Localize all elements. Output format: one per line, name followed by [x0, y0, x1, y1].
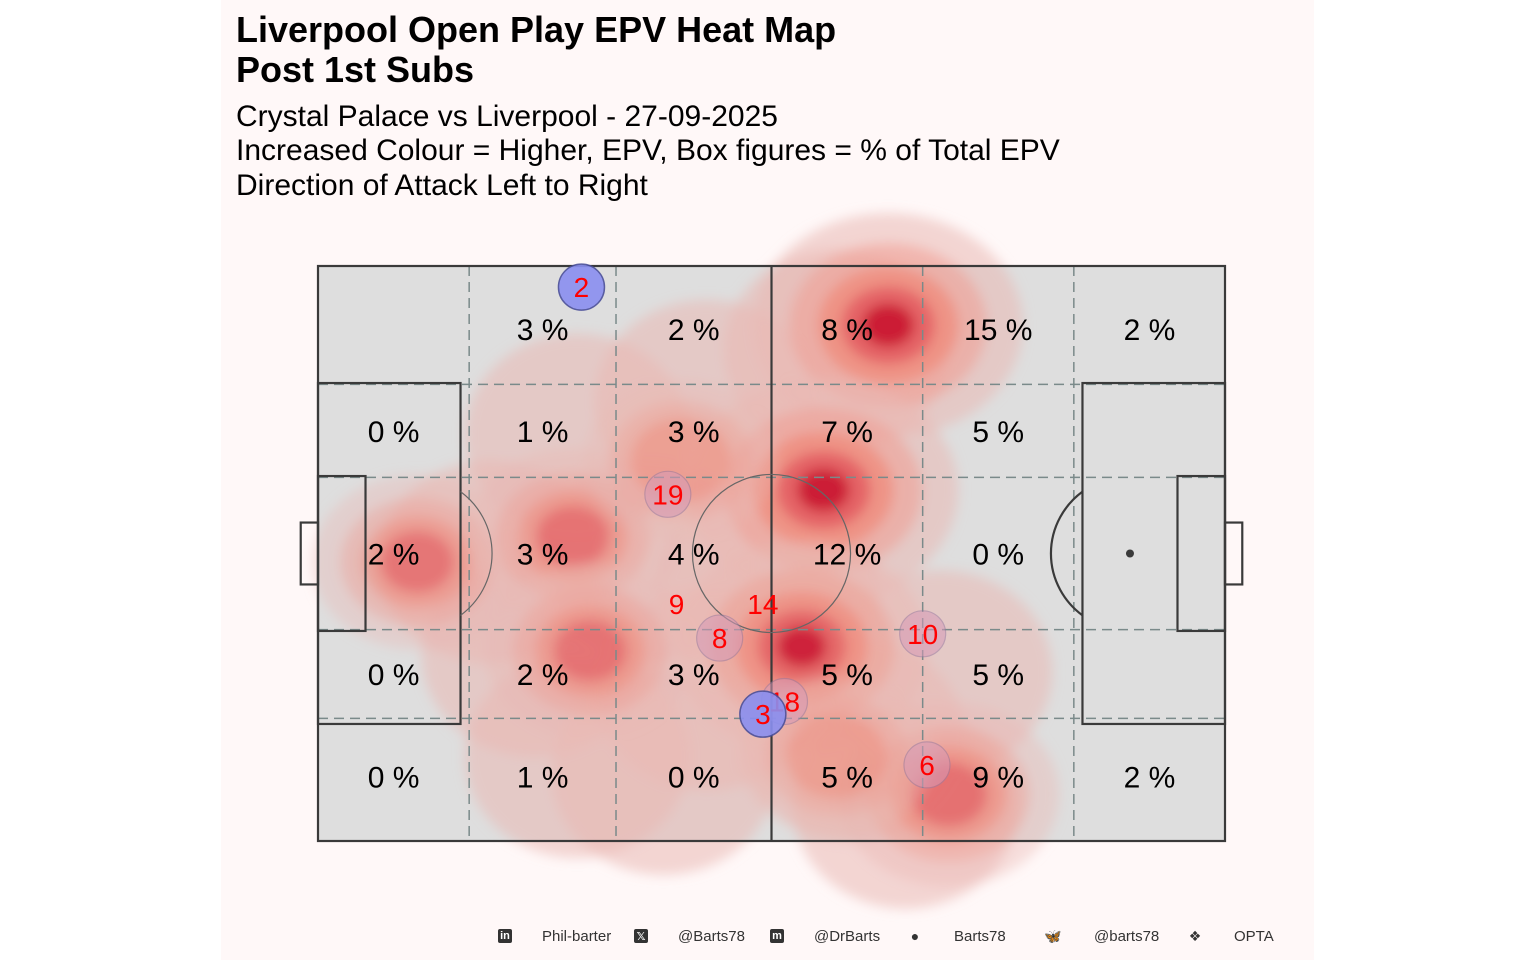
pitch-markings [299, 264, 1244, 843]
linkedin-icon: in [498, 929, 512, 943]
player-number-label: 3 [755, 699, 771, 730]
heat-contour [797, 468, 850, 512]
zone-percent-label: 1 % [517, 762, 569, 795]
zone-percent-label: 5 % [972, 416, 1024, 449]
zone-percent-label: 2 % [1124, 762, 1176, 795]
github-icon: ● [910, 928, 920, 944]
chart-title-line-1: Liverpool Open Play EPV Heat Map [236, 9, 837, 50]
x-icon: 𝕏 [634, 929, 648, 943]
footer-source-label: OPTA [1234, 927, 1274, 945]
footer-github-handle: Barts78 [954, 927, 1006, 945]
zone-percent-label: 5 % [821, 762, 873, 795]
heat-contour [777, 626, 827, 667]
heat-contour [553, 620, 627, 682]
heat-contour [380, 531, 454, 593]
left-penalty-arc [460, 491, 493, 616]
zone-percent-label: 0 % [668, 762, 720, 795]
zone-percent-label: 9 % [972, 762, 1024, 795]
centre-circle [691, 473, 852, 634]
heat-contour [785, 714, 887, 799]
zone-percent-label: 15 % [964, 314, 1032, 347]
footer-x-handle: @Barts78 [678, 927, 745, 945]
zone-percent-label: 0 % [368, 762, 420, 795]
zone-percent-label: 7 % [821, 416, 873, 449]
bluesky-icon: 🦋 [1044, 927, 1062, 944]
chart-subtitle-line-1: Crystal Palace vs Liverpool - 27-09-2025 [236, 100, 778, 133]
zone-percent-label: 0 % [368, 659, 420, 692]
zone-labels: 3 % 2 % 8 % 15 % 2 % 0 % 1 % 3 % 7 % 5 % 2 % 3 % 4 %… [368, 314, 1176, 795]
player-number-label: 2 [574, 272, 590, 303]
footer-linkedin: in Phil-barter [498, 924, 611, 948]
zone-percent-label: 2 % [1124, 314, 1176, 347]
zone-percent-label: 5 % [972, 659, 1024, 692]
right-goal [1223, 521, 1244, 586]
chart-subtitle-line-3: Direction of Attack Left to Right [236, 169, 648, 202]
zone-percent-label: 0 % [972, 539, 1024, 572]
player-marker [899, 610, 947, 658]
footer-bluesky: 🦋 @barts78 [1044, 924, 1160, 948]
player-number-label: 10 [907, 619, 938, 650]
footer-source: ❖ OPTA [1188, 924, 1274, 948]
zone-percent-label: 12 % [813, 539, 881, 572]
zone-percent-label: 3 % [668, 416, 720, 449]
dropbox-icon: ❖ [1188, 927, 1202, 944]
footer-x: 𝕏 @Barts78 [634, 924, 745, 948]
chart-subtitle-line-2: Increased Colour = Higher, EPV, Box figu… [236, 134, 1060, 167]
zone-percent-label: 5 % [821, 659, 873, 692]
footer-linkedin-handle: Phil-barter [542, 927, 612, 945]
zone-percent-label: 4 % [668, 539, 720, 572]
footer-mastodon-handle: @DrBarts [814, 927, 881, 945]
zone-percent-label: 8 % [821, 314, 873, 347]
player-number-label: 19 [652, 479, 683, 510]
player-marker [644, 470, 692, 518]
zone-percent-label: 2 % [517, 659, 569, 692]
zone-percent-label: 3 % [668, 659, 720, 692]
zone-percent-label: 3 % [517, 539, 569, 572]
right-penalty-arc [1049, 490, 1084, 617]
player-marker [739, 690, 787, 738]
player-marker [696, 614, 744, 662]
zone-percent-label: 2 % [368, 539, 420, 572]
footer-github: ● Barts78 [908, 924, 1006, 948]
right-penalty-spot [1125, 549, 1134, 558]
zone-percent-label: 1 % [517, 416, 569, 449]
player-marker [903, 741, 951, 789]
footer-bluesky-handle: @barts78 [1094, 927, 1160, 945]
chart-title-line-2: Post 1st Subs [236, 49, 475, 90]
left-goal [299, 521, 320, 586]
zone-percent-label: 0 % [368, 416, 420, 449]
footer-mastodon: m @DrBarts [770, 924, 880, 948]
player-marker [557, 263, 606, 311]
player-number-label: 6 [919, 750, 935, 781]
mastodon-icon: m [770, 929, 784, 943]
heat-contour [536, 506, 610, 567]
player-number-label: 14 [747, 589, 778, 620]
zone-percent-label: 3 % [517, 314, 569, 347]
player-number-label: 9 [669, 589, 685, 620]
player-number-label: 8 [712, 623, 728, 654]
heat-contour [862, 303, 915, 347]
zone-percent-label: 2 % [668, 314, 720, 347]
